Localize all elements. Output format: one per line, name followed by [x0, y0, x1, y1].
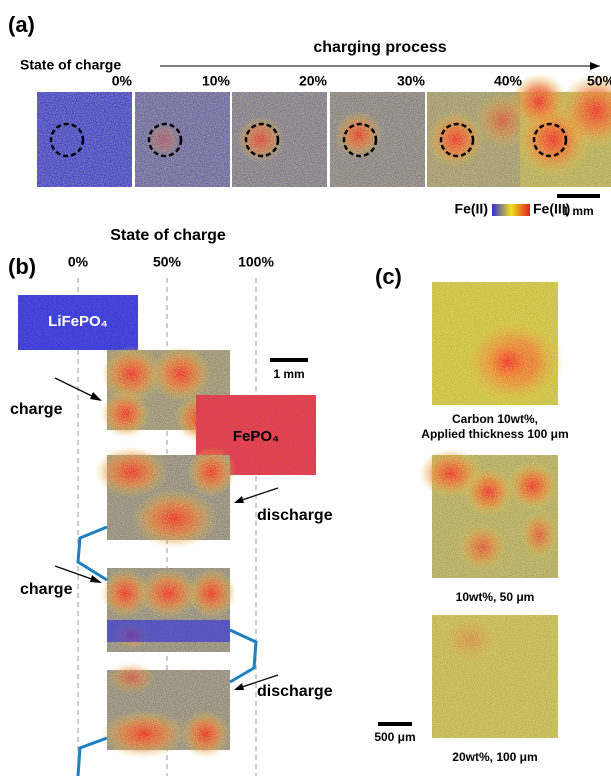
- micrograph: [432, 282, 564, 405]
- micrograph: [101, 662, 230, 758]
- arrow-head: [590, 62, 600, 70]
- axis-title: State of charge: [20, 57, 121, 73]
- soc-label: 50%: [587, 73, 611, 89]
- figure: (a) charging process State of charge 0% 1…: [0, 0, 611, 776]
- soc-label: 40%: [494, 73, 523, 89]
- caption: 20wt%, 100 μm: [452, 750, 537, 764]
- soc-label: 0%: [68, 254, 89, 270]
- colorbar: [492, 204, 530, 216]
- panel-label: (b): [8, 254, 36, 279]
- axis-title: State of charge: [110, 227, 226, 244]
- image-noise: [432, 282, 558, 405]
- step-label: discharge: [257, 507, 333, 524]
- scale-label: 500 μm: [374, 730, 415, 744]
- soc-label: 20%: [299, 73, 328, 89]
- step-label: charge: [20, 581, 73, 598]
- image-noise: [107, 670, 230, 750]
- path: [230, 630, 256, 682]
- micrograph: [432, 615, 558, 738]
- soc-label: 0%: [112, 73, 133, 89]
- soc-label: 30%: [397, 73, 426, 89]
- image-band: [107, 620, 230, 642]
- soc-label: 10%: [202, 73, 231, 89]
- caption: Carbon 10wt%,: [452, 412, 538, 426]
- image-noise: [432, 455, 558, 578]
- scale-label: 1 mm: [273, 367, 304, 381]
- panel-label: (c): [375, 264, 402, 289]
- colorbar-low: Fe(II): [455, 201, 488, 217]
- panel-label: (a): [8, 12, 35, 37]
- caption: Applied thickness 100 μm: [421, 427, 568, 441]
- start-label: LiFePO₄: [48, 313, 108, 330]
- step-label: charge: [10, 401, 63, 418]
- image-noise: [432, 615, 558, 738]
- path: [78, 738, 107, 776]
- step-label: discharge: [257, 683, 333, 700]
- soc-label: 100%: [238, 254, 274, 270]
- scale-label: 1 mm: [562, 204, 593, 218]
- micrograph: [511, 73, 611, 187]
- micrograph: [419, 449, 558, 578]
- image-noise: [107, 455, 230, 540]
- path: [78, 527, 107, 580]
- caption: 10wt%, 50 μm: [456, 590, 535, 604]
- end-label: FePO₄: [233, 428, 279, 445]
- process-title: charging process: [313, 39, 446, 56]
- soc-label: 50%: [153, 254, 182, 270]
- micrograph: [95, 447, 236, 549]
